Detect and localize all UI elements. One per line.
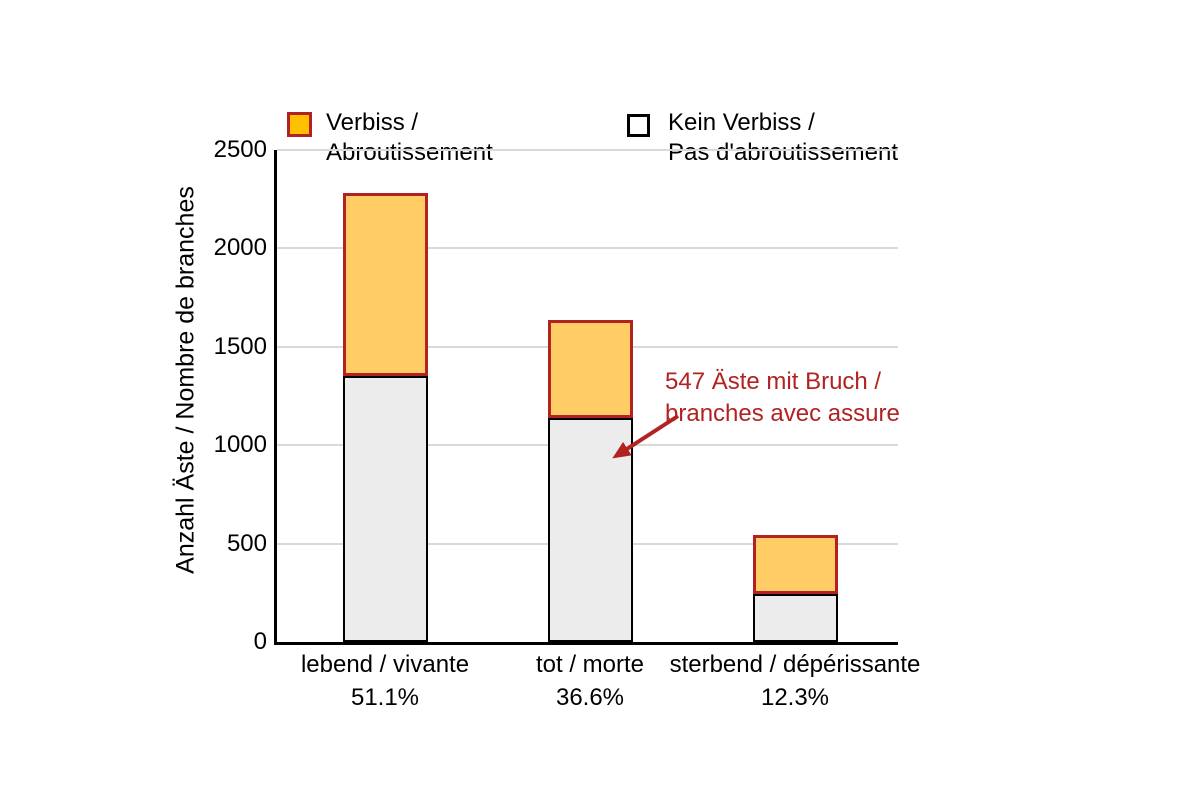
legend-label-kein-verbiss-line1: Kein Verbiss / (668, 109, 815, 136)
legend-label-kein-verbiss-line2: Pas d'abroutissement (668, 139, 899, 166)
x-axis-label-1: tot / morte 36.6% (430, 648, 750, 714)
gridline-2500 (277, 149, 898, 151)
y-axis-line (274, 150, 277, 645)
legend-label-kein-verbiss: Kein Verbiss / Pas d'abroutissement (668, 108, 898, 168)
x-axis-label-0: lebend / vivante 51.1% (225, 648, 545, 714)
y-tick-label-2000: 2000 (213, 234, 267, 262)
annotation-text: 547 Äste mit Bruch / branches avec assur… (665, 366, 900, 430)
gridline-2000 (277, 247, 898, 250)
bar-segment-verbiss-0 (342, 193, 428, 377)
x-axis-label-2: sterbend / dépérissante 12.3% (635, 648, 955, 714)
y-tick-label-0: 0 (253, 628, 267, 655)
bar-segment-kein-verbiss-2 (752, 593, 838, 642)
x-axis-category-0: lebend / vivante (300, 651, 470, 678)
y-tick-label-1500: 1500 (213, 332, 267, 360)
legend-label-verbiss-line2: Abroutissement (326, 139, 493, 166)
bar-segment-kein-verbiss-1 (547, 417, 633, 642)
legend-item-kein-verbiss: Kein Verbiss / Pas d'abroutissement (627, 108, 898, 168)
y-tick-label-2500: 2500 (213, 136, 267, 163)
annotation-line2: branches avec assure (665, 400, 900, 427)
x-axis-category-2: sterbend / dépérissante (669, 651, 921, 678)
legend-item-verbiss: Verbiss / Abroutissement (287, 108, 493, 168)
legend-label-verbiss: Verbiss / Abroutissement (326, 108, 493, 168)
x-axis-percent-1: 36.6% (555, 684, 625, 711)
bar-segment-verbiss-2 (752, 534, 838, 594)
x-axis-percent-0: 51.1% (350, 684, 420, 711)
x-axis-percent-2: 12.3% (760, 684, 830, 711)
x-axis-category-1: tot / morte (535, 651, 645, 678)
y-tick-label-500: 500 (226, 529, 267, 557)
legend-label-verbiss-line1: Verbiss / (326, 109, 419, 136)
legend-swatch-verbiss-icon (287, 112, 312, 137)
x-axis-line (274, 642, 898, 645)
annotation-line1: 547 Äste mit Bruch / (665, 368, 882, 395)
y-tick-label-1000: 1000 (213, 431, 267, 459)
legend-swatch-kein-verbiss-icon (627, 114, 650, 137)
bar-segment-verbiss-1 (547, 320, 633, 418)
bar-segment-kein-verbiss-0 (342, 376, 428, 642)
